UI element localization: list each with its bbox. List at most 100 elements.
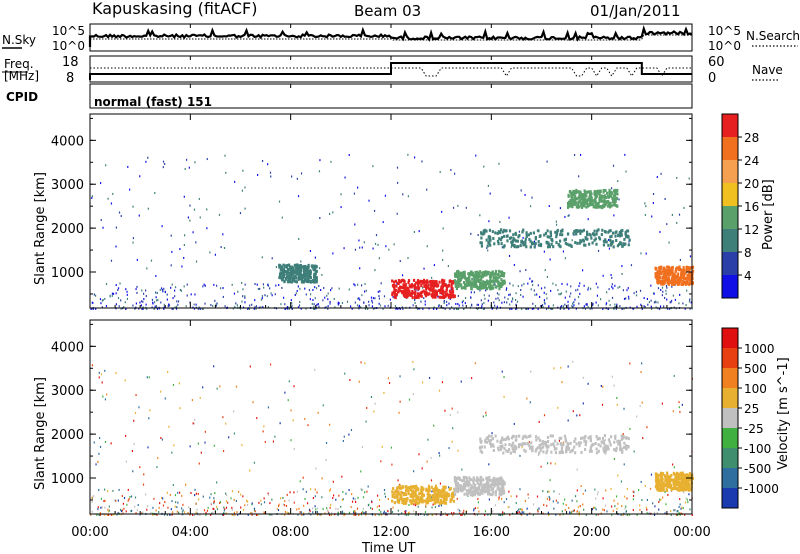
data-cell [654,479,658,483]
data-cell [442,258,444,261]
data-cell [414,290,417,294]
data-cell [212,507,214,510]
data-cell [598,205,601,209]
data-cell [433,490,436,494]
data-cell [667,482,670,486]
data-cell [444,496,447,500]
data-cell [572,360,574,363]
data-cell [335,507,337,510]
data-cell [97,508,99,511]
data-cell [338,494,340,497]
velocity-swatch [722,348,738,369]
data-cell [360,488,362,491]
data-cell [458,281,461,285]
data-cell [471,304,473,307]
data-cell [309,510,311,513]
data-cell [313,307,315,310]
data-cell [505,234,508,238]
data-cell [91,364,94,367]
data-cell [214,299,216,302]
data-cell [304,278,307,282]
data-cell [117,499,119,502]
data-cell [315,269,318,273]
data-cell [358,513,360,516]
data-cell [503,376,505,379]
data-cell [439,482,442,485]
data-cell [185,305,187,308]
data-cell [603,509,605,512]
data-cell [494,276,497,280]
data-cell [600,384,602,387]
data-cell [477,488,480,492]
data-cell [483,282,486,286]
data-cell [283,265,287,269]
data-cell [189,204,191,207]
data-cell [458,512,461,515]
data-cell [303,279,306,283]
data-cell [470,490,474,494]
data-cell [318,305,320,308]
data-cell [480,450,484,454]
data-cell [602,274,604,277]
data-cell [474,270,477,274]
data-cell [387,510,389,513]
data-cell [589,307,591,310]
data-cell [514,239,518,243]
data-cell [568,200,571,204]
data-cell [579,203,582,207]
data-cell [343,513,345,516]
data-cell [567,447,570,451]
data-cell [575,307,577,310]
data-cell [503,395,505,398]
data-cell [507,298,509,301]
data-cell [99,513,102,516]
data-cell [135,512,137,515]
data-cell [643,305,645,308]
data-cell [614,203,617,207]
data-cell [487,272,490,276]
data-cell [474,507,477,510]
data-cell [476,303,478,306]
data-cell [361,488,363,491]
data-cell [449,307,451,310]
data-cell [285,277,288,281]
data-cell [549,479,551,482]
data-cell [560,366,562,369]
data-cell [442,281,445,285]
data-cell [374,402,376,405]
data-cell [164,501,166,504]
data-cell [301,513,303,516]
data-cell [526,307,528,310]
data-cell [123,507,125,510]
data-cell [100,302,102,305]
data-cell [492,477,495,481]
data-cell [561,450,565,454]
data-cell [478,280,481,284]
data-cell [385,512,387,515]
data-cell [522,240,525,244]
data-cell [306,266,309,270]
data-cell [352,497,355,500]
data-cell [503,301,506,304]
data-cell [399,375,401,378]
data-cell [501,484,505,488]
data-cell [214,509,216,512]
data-cell [263,501,266,504]
data-cell [675,281,678,285]
data-cell [653,511,656,514]
data-cell [558,293,560,296]
data-cell [546,462,549,465]
data-cell [435,293,439,297]
data-cell [142,511,144,514]
data-cell [677,272,680,276]
data-cell [610,187,613,190]
data-cell [456,275,459,279]
data-cell [495,297,497,300]
data-cell [569,450,572,454]
data-cell [118,305,120,308]
data-cell [574,241,577,245]
data-cell [437,498,440,502]
data-cell [267,493,270,496]
data-cell [674,476,677,480]
data-cell [602,508,604,511]
